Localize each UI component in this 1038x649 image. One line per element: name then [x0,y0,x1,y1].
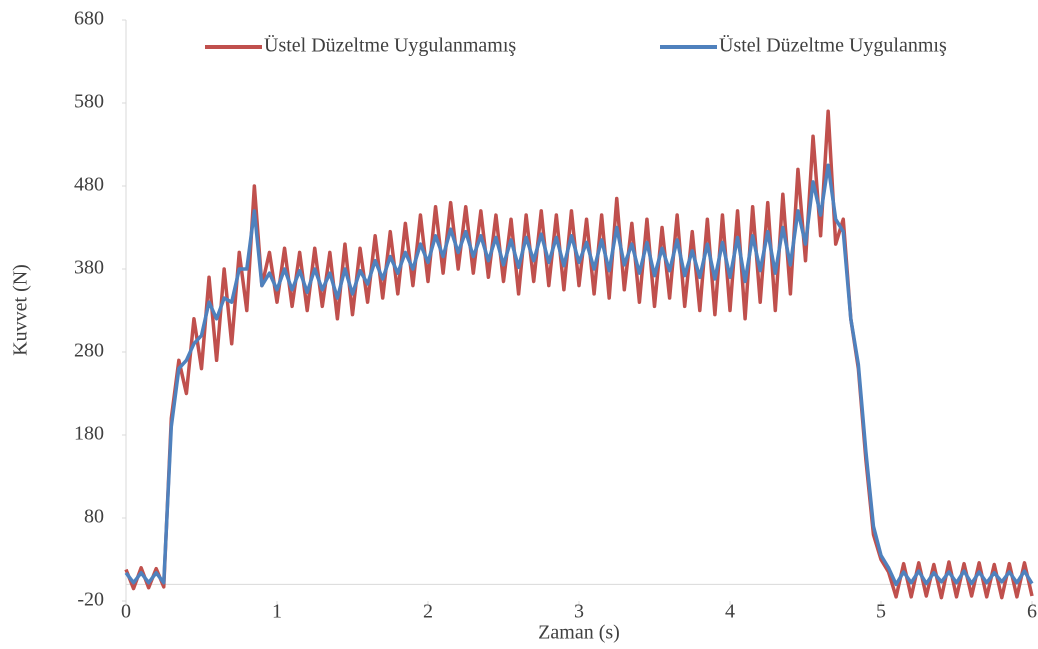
x-tick-label: 4 [725,601,735,623]
y-tick-label: -20 [77,589,104,611]
y-tick-label: 380 [74,257,104,279]
x-axis-title: Zaman (s) [538,622,620,644]
legend-label: Üstel Düzeltme Uygulanmış [719,34,947,57]
y-axis-title: Kuvvet (N) [10,264,32,356]
x-tick-label: 2 [423,601,433,623]
y-tick-label: 280 [74,340,104,362]
legend-label: Üstel Düzeltme Uygulanmamış [264,34,516,57]
x-tick-label: 1 [272,601,282,623]
y-tick-label: 180 [74,423,104,445]
y-tick-label: 80 [84,506,104,528]
x-tick-label: 6 [1027,601,1037,623]
data-line [124,109,1034,600]
x-tick-label: 0 [121,601,131,623]
x-tick-label: 3 [574,601,584,623]
y-tick-label: 580 [74,91,104,113]
x-tick-label: 5 [876,601,886,623]
y-tick-label: 480 [74,174,104,196]
y-tick-label: 680 [74,8,104,30]
data-line [124,163,1034,587]
